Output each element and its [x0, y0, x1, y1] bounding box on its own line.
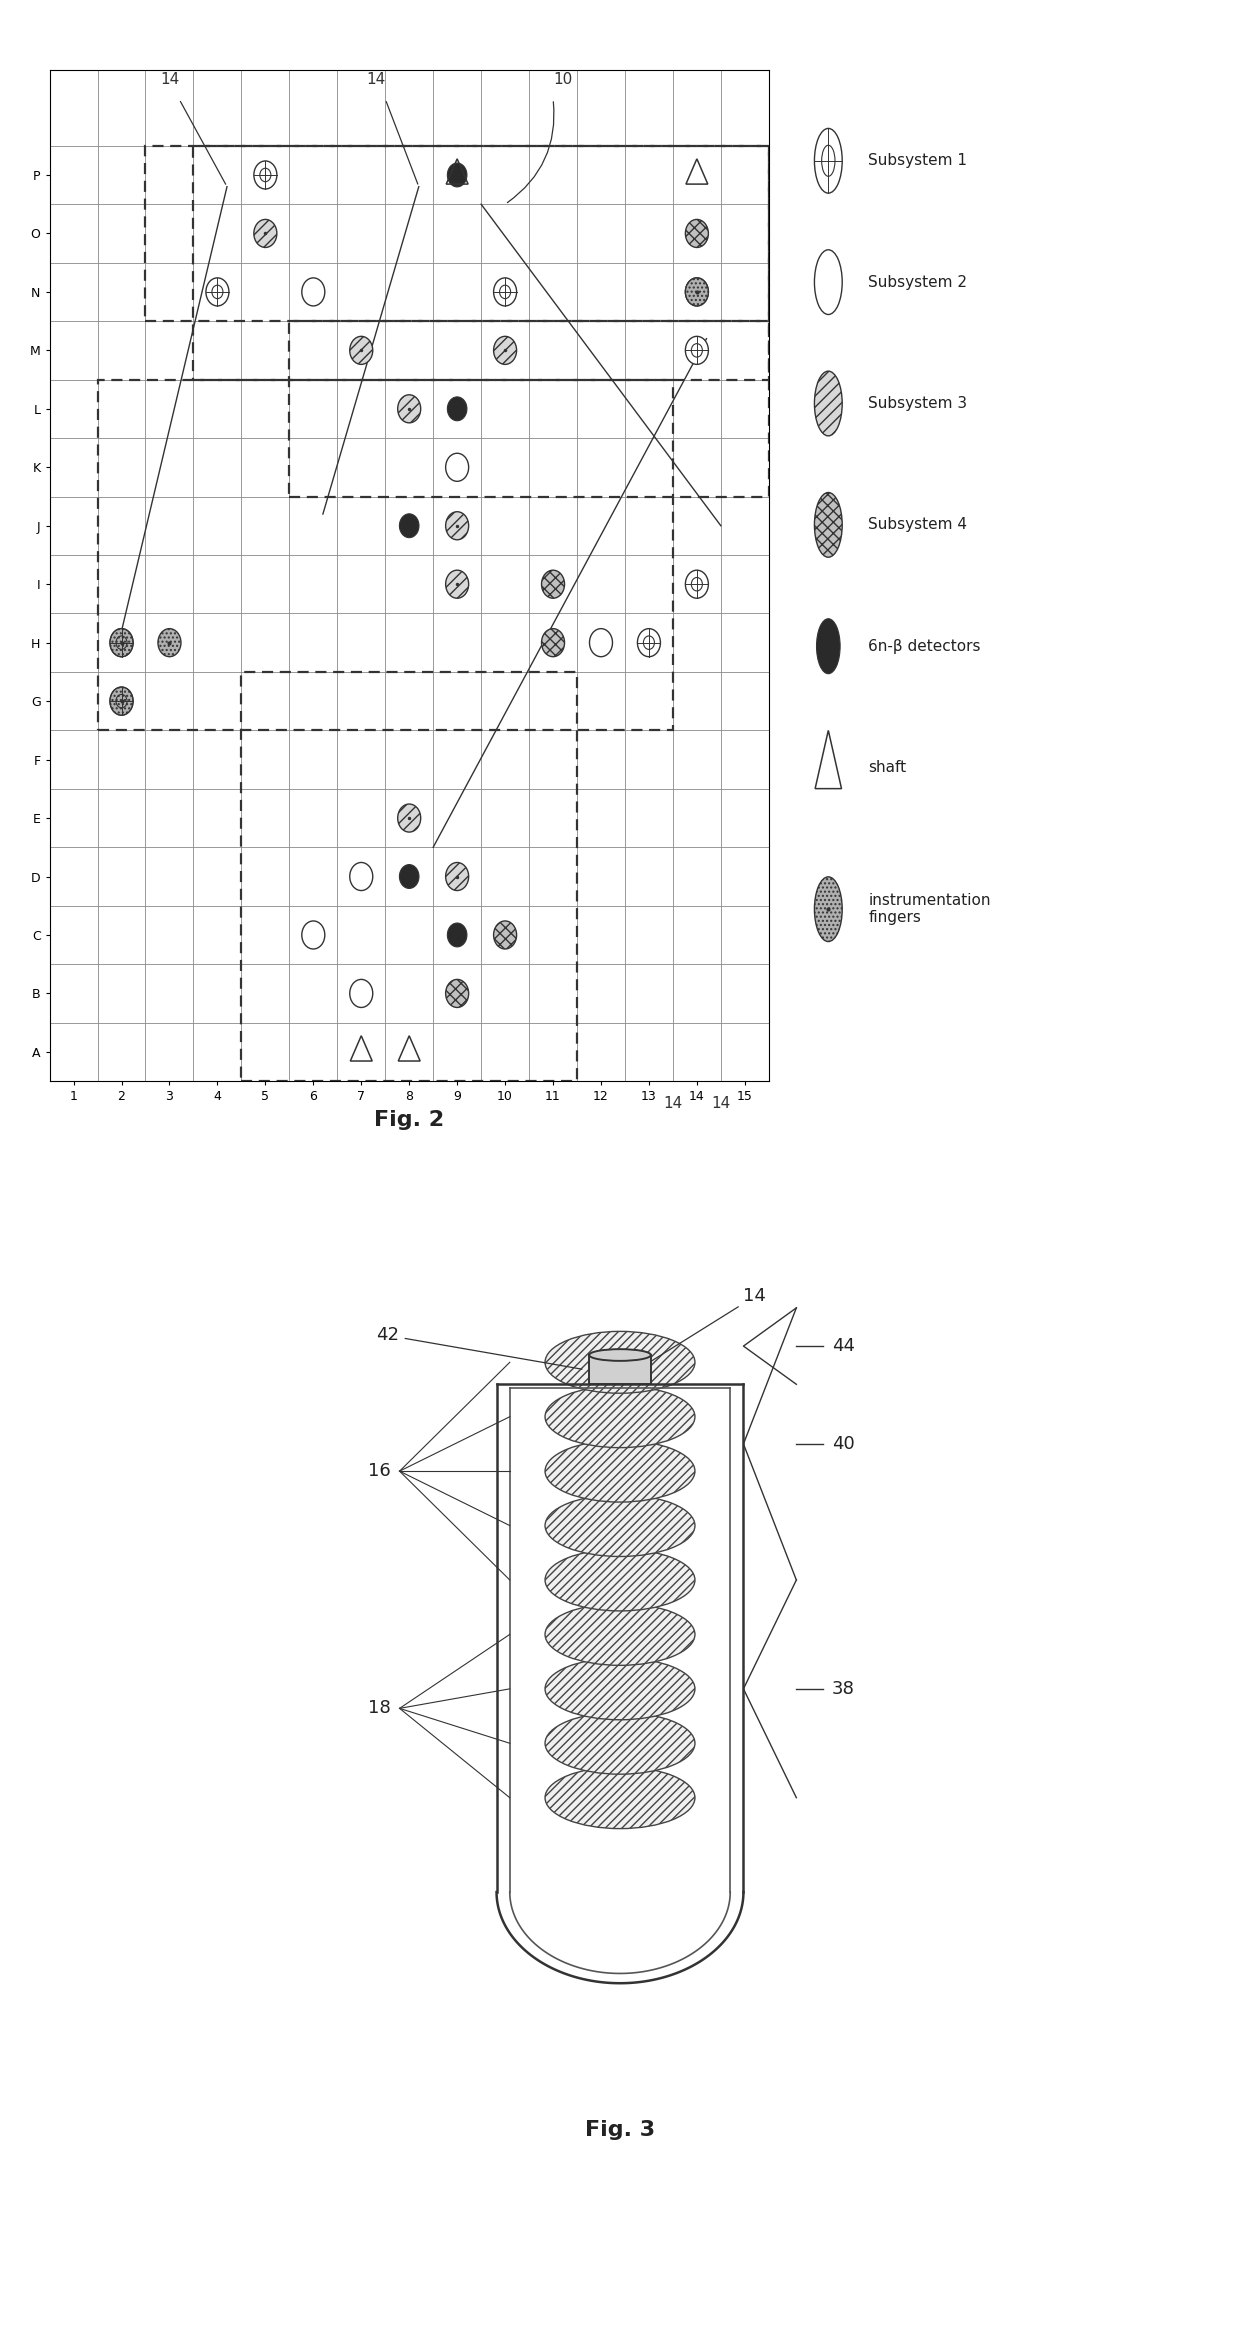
- Text: 14: 14: [160, 72, 179, 88]
- Bar: [145, 146, 769, 321]
- Text: 14: 14: [366, 72, 386, 88]
- Circle shape: [110, 628, 133, 656]
- Text: Fig. 2: Fig. 2: [374, 1111, 444, 1130]
- Circle shape: [399, 514, 419, 537]
- Circle shape: [815, 128, 842, 193]
- Bar: [589, 1355, 651, 1383]
- Circle shape: [399, 865, 419, 888]
- Circle shape: [445, 570, 469, 598]
- Circle shape: [350, 979, 373, 1007]
- Ellipse shape: [589, 1348, 651, 1360]
- Circle shape: [110, 688, 133, 716]
- Circle shape: [542, 570, 564, 598]
- Text: 40: 40: [832, 1435, 854, 1453]
- Text: 44: 44: [832, 1337, 854, 1355]
- Circle shape: [301, 279, 325, 307]
- Circle shape: [686, 279, 708, 307]
- Circle shape: [589, 628, 613, 656]
- Circle shape: [816, 618, 841, 674]
- Circle shape: [815, 493, 842, 558]
- Circle shape: [815, 877, 842, 942]
- Circle shape: [157, 628, 181, 656]
- Circle shape: [445, 979, 469, 1007]
- Circle shape: [448, 163, 467, 186]
- Circle shape: [206, 279, 229, 307]
- Text: 6n-β detectors: 6n-β detectors: [868, 639, 981, 653]
- Text: Subsystem 3: Subsystem 3: [868, 395, 967, 412]
- Text: Fig. 3: Fig. 3: [585, 2120, 655, 2139]
- Circle shape: [254, 160, 277, 188]
- Circle shape: [110, 628, 133, 656]
- Circle shape: [301, 921, 325, 949]
- Circle shape: [350, 863, 373, 890]
- Circle shape: [686, 219, 708, 246]
- Circle shape: [542, 628, 564, 656]
- Ellipse shape: [546, 1604, 694, 1665]
- Circle shape: [445, 512, 469, 539]
- Circle shape: [815, 249, 842, 314]
- Ellipse shape: [546, 1332, 694, 1393]
- Text: 16: 16: [368, 1462, 391, 1481]
- Circle shape: [254, 219, 277, 246]
- Circle shape: [445, 863, 469, 890]
- Circle shape: [637, 628, 661, 656]
- Text: Subsystem 1: Subsystem 1: [868, 153, 967, 167]
- Text: 38: 38: [832, 1681, 854, 1697]
- Text: 14: 14: [663, 1095, 682, 1111]
- Circle shape: [815, 372, 842, 435]
- Circle shape: [686, 337, 708, 365]
- Text: Subsystem 4: Subsystem 4: [868, 518, 967, 532]
- Ellipse shape: [546, 1386, 694, 1448]
- Ellipse shape: [546, 1548, 694, 1611]
- Text: 14: 14: [640, 1288, 766, 1367]
- Circle shape: [494, 279, 517, 307]
- Circle shape: [448, 398, 467, 421]
- Bar: [289, 321, 769, 498]
- Circle shape: [494, 921, 517, 949]
- Text: 10: 10: [553, 72, 572, 88]
- Circle shape: [398, 804, 420, 832]
- Bar: [98, 379, 673, 730]
- Ellipse shape: [546, 1439, 694, 1502]
- Text: 42: 42: [377, 1328, 582, 1369]
- Bar: [242, 672, 577, 1081]
- Text: 18: 18: [368, 1700, 391, 1718]
- Text: shaft: shaft: [868, 760, 906, 774]
- Circle shape: [494, 337, 517, 365]
- Ellipse shape: [546, 1767, 694, 1827]
- Ellipse shape: [546, 1658, 694, 1720]
- Circle shape: [686, 570, 708, 598]
- Circle shape: [110, 688, 133, 716]
- Bar: [193, 146, 769, 379]
- Circle shape: [350, 337, 373, 365]
- Ellipse shape: [546, 1495, 694, 1555]
- Circle shape: [445, 453, 469, 481]
- Text: 14: 14: [712, 1095, 730, 1111]
- Ellipse shape: [546, 1711, 694, 1774]
- Text: Subsystem 2: Subsystem 2: [868, 274, 967, 291]
- Circle shape: [448, 923, 467, 946]
- Circle shape: [686, 279, 708, 307]
- Text: instrumentation
fingers: instrumentation fingers: [868, 893, 991, 925]
- Circle shape: [398, 395, 420, 423]
